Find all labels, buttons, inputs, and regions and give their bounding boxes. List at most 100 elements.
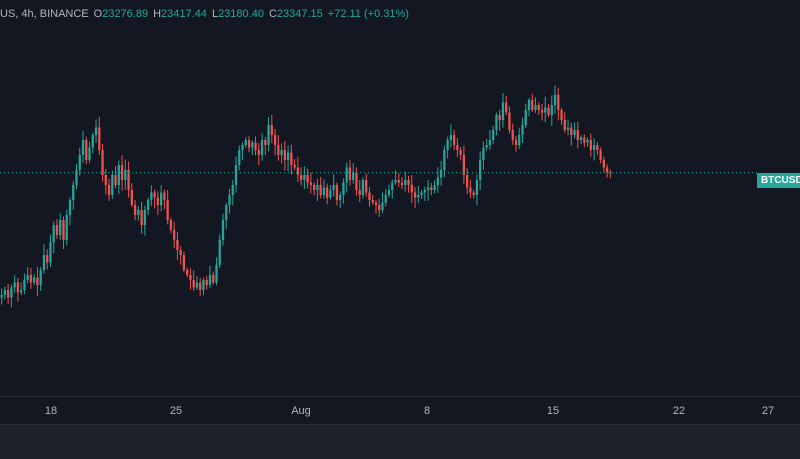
candle-body[interactable] — [475, 180, 479, 195]
candle-body[interactable] — [560, 110, 563, 120]
candle-body[interactable] — [205, 280, 208, 285]
candle-body[interactable] — [309, 182, 313, 186]
candle-body[interactable] — [420, 192, 423, 196]
candle-body[interactable] — [501, 102, 505, 121]
candle-body[interactable] — [130, 190, 133, 205]
candle-body[interactable] — [534, 105, 537, 110]
candle-body[interactable] — [488, 140, 492, 145]
candle-body[interactable] — [537, 105, 540, 110]
candle-body[interactable] — [299, 175, 303, 180]
candle-body[interactable] — [322, 187, 326, 196]
candle-body[interactable] — [508, 112, 511, 131]
candle-body[interactable] — [186, 270, 189, 275]
candle-body[interactable] — [199, 282, 202, 291]
candle-body[interactable] — [280, 150, 283, 155]
candle-body[interactable] — [244, 140, 247, 145]
candle-body[interactable] — [531, 100, 534, 110]
candle-body[interactable] — [586, 140, 589, 143]
candle-body[interactable] — [254, 142, 257, 151]
candle-body[interactable] — [85, 140, 88, 160]
candle-body[interactable] — [316, 185, 319, 190]
candle-body[interactable] — [91, 135, 94, 148]
candle-body[interactable] — [303, 175, 306, 180]
candle-body[interactable] — [518, 135, 521, 145]
candle-body[interactable] — [602, 160, 606, 168]
candle-body[interactable] — [72, 185, 75, 200]
candle-body[interactable] — [345, 167, 348, 183]
time-axis[interactable]: 18 25 Aug 8 15 22 27 — [0, 396, 800, 425]
candle-body[interactable] — [225, 205, 228, 220]
candle-body[interactable] — [374, 202, 378, 206]
candle-body[interactable] — [20, 290, 23, 293]
candle-body[interactable] — [391, 182, 394, 191]
candle-body[interactable] — [387, 190, 391, 195]
candle-body[interactable] — [267, 125, 270, 145]
candle-body[interactable] — [290, 152, 293, 166]
candle-body[interactable] — [498, 115, 501, 120]
candle-body[interactable] — [365, 180, 368, 193]
candle-body[interactable] — [423, 190, 426, 193]
candle-body[interactable] — [417, 195, 420, 198]
candle-body[interactable] — [352, 172, 355, 181]
candle-body[interactable] — [557, 95, 560, 110]
candle-body[interactable] — [94, 127, 98, 136]
candle-body[interactable] — [596, 145, 599, 150]
candle-body[interactable] — [143, 210, 147, 225]
candle-body[interactable] — [397, 180, 400, 183]
candle-body[interactable] — [273, 135, 277, 145]
candle-body[interactable] — [335, 185, 339, 200]
candle-body[interactable] — [479, 160, 482, 180]
candle-body[interactable] — [459, 150, 462, 155]
candle-body[interactable] — [260, 140, 264, 155]
candle-body[interactable] — [173, 230, 176, 240]
candle-body[interactable] — [98, 127, 101, 151]
candle-body[interactable] — [443, 150, 446, 170]
candle-body[interactable] — [212, 275, 215, 283]
candle-body[interactable] — [257, 150, 260, 155]
candle-body[interactable] — [482, 147, 485, 161]
candle-body[interactable] — [495, 115, 498, 130]
candle-body[interactable] — [218, 240, 221, 265]
candle-body[interactable] — [13, 282, 16, 288]
candle-body[interactable] — [570, 127, 573, 136]
candle-body[interactable] — [605, 167, 609, 173]
candle-body[interactable] — [540, 110, 544, 113]
candle-body[interactable] — [573, 130, 576, 135]
candle-body[interactable] — [65, 215, 68, 240]
candle-body[interactable] — [176, 240, 179, 250]
candle-body[interactable] — [3, 290, 7, 295]
candle-body[interactable] — [114, 175, 117, 185]
candle-body[interactable] — [55, 225, 59, 235]
candle-body[interactable] — [215, 265, 218, 283]
candle-body[interactable] — [228, 195, 231, 205]
candle-body[interactable] — [231, 185, 234, 195]
candle-body[interactable] — [358, 190, 361, 195]
candle-body[interactable] — [433, 185, 436, 190]
candle-body[interactable] — [449, 135, 453, 140]
candle-body[interactable] — [339, 195, 342, 200]
candle-body[interactable] — [439, 170, 443, 178]
candle-body[interactable] — [319, 185, 322, 195]
candle-body[interactable] — [410, 185, 413, 193]
candle-body[interactable] — [42, 255, 46, 270]
candle-body[interactable] — [524, 110, 527, 125]
candle-body[interactable] — [0, 295, 3, 298]
candle-body[interactable] — [277, 145, 280, 155]
candle-body[interactable] — [286, 152, 290, 161]
candle-body[interactable] — [247, 140, 251, 148]
candle-body[interactable] — [371, 200, 374, 203]
candle-body[interactable] — [234, 165, 238, 185]
candle-body[interactable] — [137, 210, 140, 215]
candle-body[interactable] — [179, 250, 182, 255]
candle-body[interactable] — [117, 165, 120, 185]
candle-body[interactable] — [430, 187, 433, 191]
candle-body[interactable] — [283, 150, 286, 160]
candle-body[interactable] — [202, 280, 205, 290]
candle-body[interactable] — [592, 145, 596, 150]
candle-body[interactable] — [329, 190, 332, 198]
candle-body[interactable] — [446, 140, 449, 150]
candle-body[interactable] — [609, 172, 612, 174]
candle-body[interactable] — [527, 100, 531, 110]
candle-body[interactable] — [326, 187, 329, 198]
